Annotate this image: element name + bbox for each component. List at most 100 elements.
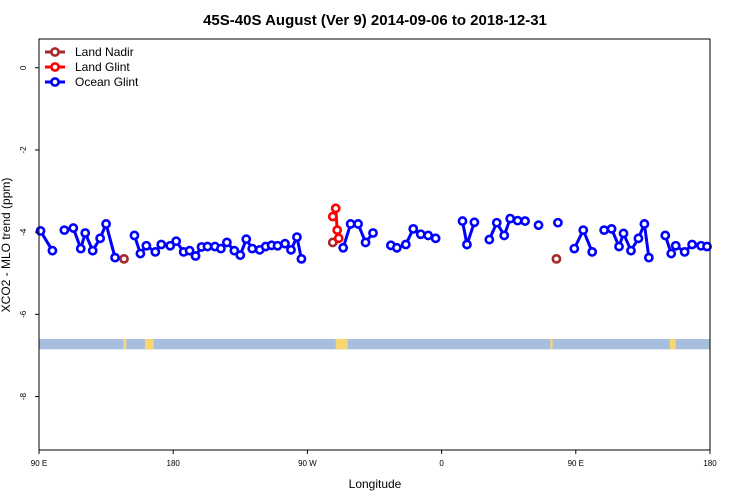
data-point xyxy=(423,230,434,241)
data-point xyxy=(345,219,356,229)
data-point xyxy=(141,240,152,251)
ocean-band xyxy=(39,339,710,350)
data-point xyxy=(101,219,111,229)
data-point xyxy=(569,243,580,254)
land-band-segment xyxy=(550,339,553,350)
data-point xyxy=(75,243,86,254)
data-point xyxy=(59,225,70,236)
data-point xyxy=(484,234,495,245)
data-point xyxy=(408,223,419,234)
y-tick-label: -6 xyxy=(19,310,28,318)
data-point xyxy=(247,243,258,254)
y-axis-label: XCO2 - MLO trend (ppm) xyxy=(0,178,13,313)
series-land-glint xyxy=(327,203,344,244)
x-tick-label: 90 E xyxy=(568,459,584,468)
data-point xyxy=(286,244,296,255)
data-point xyxy=(190,251,201,261)
data-point xyxy=(533,220,544,231)
data-point xyxy=(135,248,146,259)
x-tick-label: 180 xyxy=(167,459,181,468)
data-point xyxy=(520,216,531,226)
data-point xyxy=(606,223,617,234)
land-band-segment xyxy=(144,339,154,350)
y-axis: 0 -2 -4 -6 -8 xyxy=(19,65,39,400)
y-tick-label: 0 xyxy=(19,65,28,70)
data-point xyxy=(353,219,363,229)
land-band-segment xyxy=(123,339,127,350)
data-point xyxy=(687,239,698,250)
data-point xyxy=(702,241,712,252)
data-point xyxy=(599,225,610,236)
data-point xyxy=(643,252,654,263)
data-point xyxy=(333,233,344,244)
data-point xyxy=(87,245,98,256)
data-point xyxy=(660,230,671,241)
x-axis: 90 E 180 90 W 0 90 E 180 xyxy=(31,450,717,468)
data-point xyxy=(360,237,371,248)
data-point xyxy=(338,242,349,253)
data-point xyxy=(666,248,677,259)
data-point xyxy=(462,239,472,250)
data-point xyxy=(670,240,681,251)
legend-item: Land Nadir xyxy=(45,45,134,59)
legend-marker xyxy=(50,77,60,87)
legend-label: Ocean Glint xyxy=(75,75,139,89)
legend-marker xyxy=(50,47,60,57)
data-point xyxy=(235,250,246,261)
data-point xyxy=(165,240,176,251)
chart-title: 45S-40S August (Ver 9) 2014-09-06 to 201… xyxy=(203,12,547,29)
data-point xyxy=(469,217,480,228)
data-point xyxy=(119,253,129,264)
land-band-segment xyxy=(669,339,676,350)
data-point xyxy=(184,245,195,256)
series-ocean-glint xyxy=(35,213,712,264)
data-point xyxy=(221,237,232,248)
data-point xyxy=(202,241,213,252)
data-point xyxy=(330,203,341,214)
data-point xyxy=(110,252,120,263)
data-point xyxy=(491,217,502,228)
data-point xyxy=(391,242,402,253)
data-point xyxy=(499,230,510,241)
data-point xyxy=(47,245,58,256)
data-point xyxy=(430,233,441,244)
data-point xyxy=(505,213,516,224)
data-point xyxy=(512,215,523,226)
data-point xyxy=(614,241,624,252)
x-tick-label: 90 W xyxy=(298,459,317,468)
x-tick-label: 180 xyxy=(703,459,717,468)
data-point xyxy=(80,228,91,238)
data-point xyxy=(618,228,629,239)
data-point xyxy=(150,246,161,257)
data-point xyxy=(327,211,338,222)
data-point xyxy=(551,253,562,264)
legend-label: Land Glint xyxy=(75,60,130,74)
data-point xyxy=(332,225,343,236)
data-point xyxy=(229,245,240,256)
x-tick-label: 90 E xyxy=(31,459,47,468)
data-point xyxy=(553,217,563,228)
y-tick-label: -2 xyxy=(19,146,28,154)
data-point xyxy=(587,246,598,257)
data-point xyxy=(639,219,650,229)
plot-frame xyxy=(38,38,711,451)
data-point xyxy=(415,229,426,240)
data-point xyxy=(457,216,468,226)
data-point xyxy=(626,245,636,256)
data-point xyxy=(400,239,411,250)
land-band-segment xyxy=(335,339,348,350)
data-point xyxy=(679,246,690,257)
legend-marker xyxy=(50,62,60,72)
data-point xyxy=(68,223,79,233)
legend-label: Land Nadir xyxy=(75,45,134,59)
plot-area xyxy=(35,203,712,350)
legend-item: Land Glint xyxy=(45,60,130,74)
x-tick-label: 0 xyxy=(439,459,444,468)
data-point xyxy=(633,233,644,244)
data-point xyxy=(296,253,307,264)
data-point xyxy=(35,226,46,236)
y-tick-label: -4 xyxy=(19,228,28,236)
data-point xyxy=(95,233,106,244)
